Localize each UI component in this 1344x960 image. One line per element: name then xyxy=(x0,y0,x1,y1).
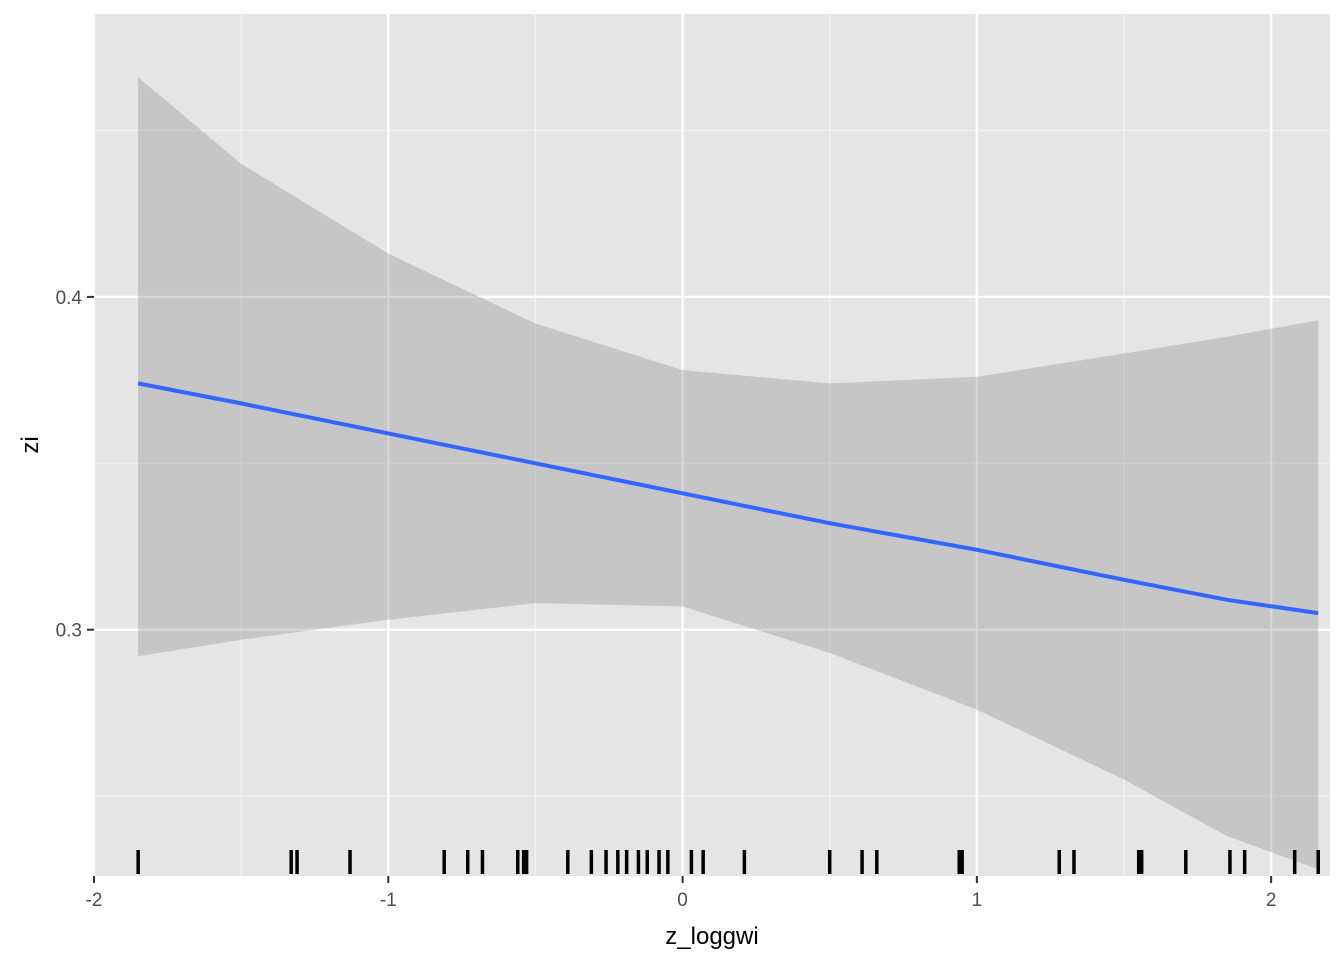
y-tick-label: 0.3 xyxy=(56,621,82,642)
x-tick-label: 1 xyxy=(972,890,983,911)
y-tick-label: 0.4 xyxy=(56,288,83,309)
major-grid xyxy=(92,14,1330,876)
x-axis: -2 -1 0 1 2 xyxy=(86,876,1277,911)
x-axis-title: z_loggwi xyxy=(665,923,758,950)
confidence-ribbon xyxy=(138,77,1319,870)
x-tick-label: -2 xyxy=(86,890,103,911)
minor-grid xyxy=(94,14,1330,876)
x-tick-label: 2 xyxy=(1266,890,1277,911)
x-tick-label: -1 xyxy=(380,890,397,911)
y-axis-title: zi xyxy=(17,436,44,453)
x-tick-label: 0 xyxy=(677,890,688,911)
fit-line xyxy=(137,381,1319,616)
rug-marks xyxy=(136,850,1320,874)
y-axis: 0.3 0.4 xyxy=(56,288,94,642)
